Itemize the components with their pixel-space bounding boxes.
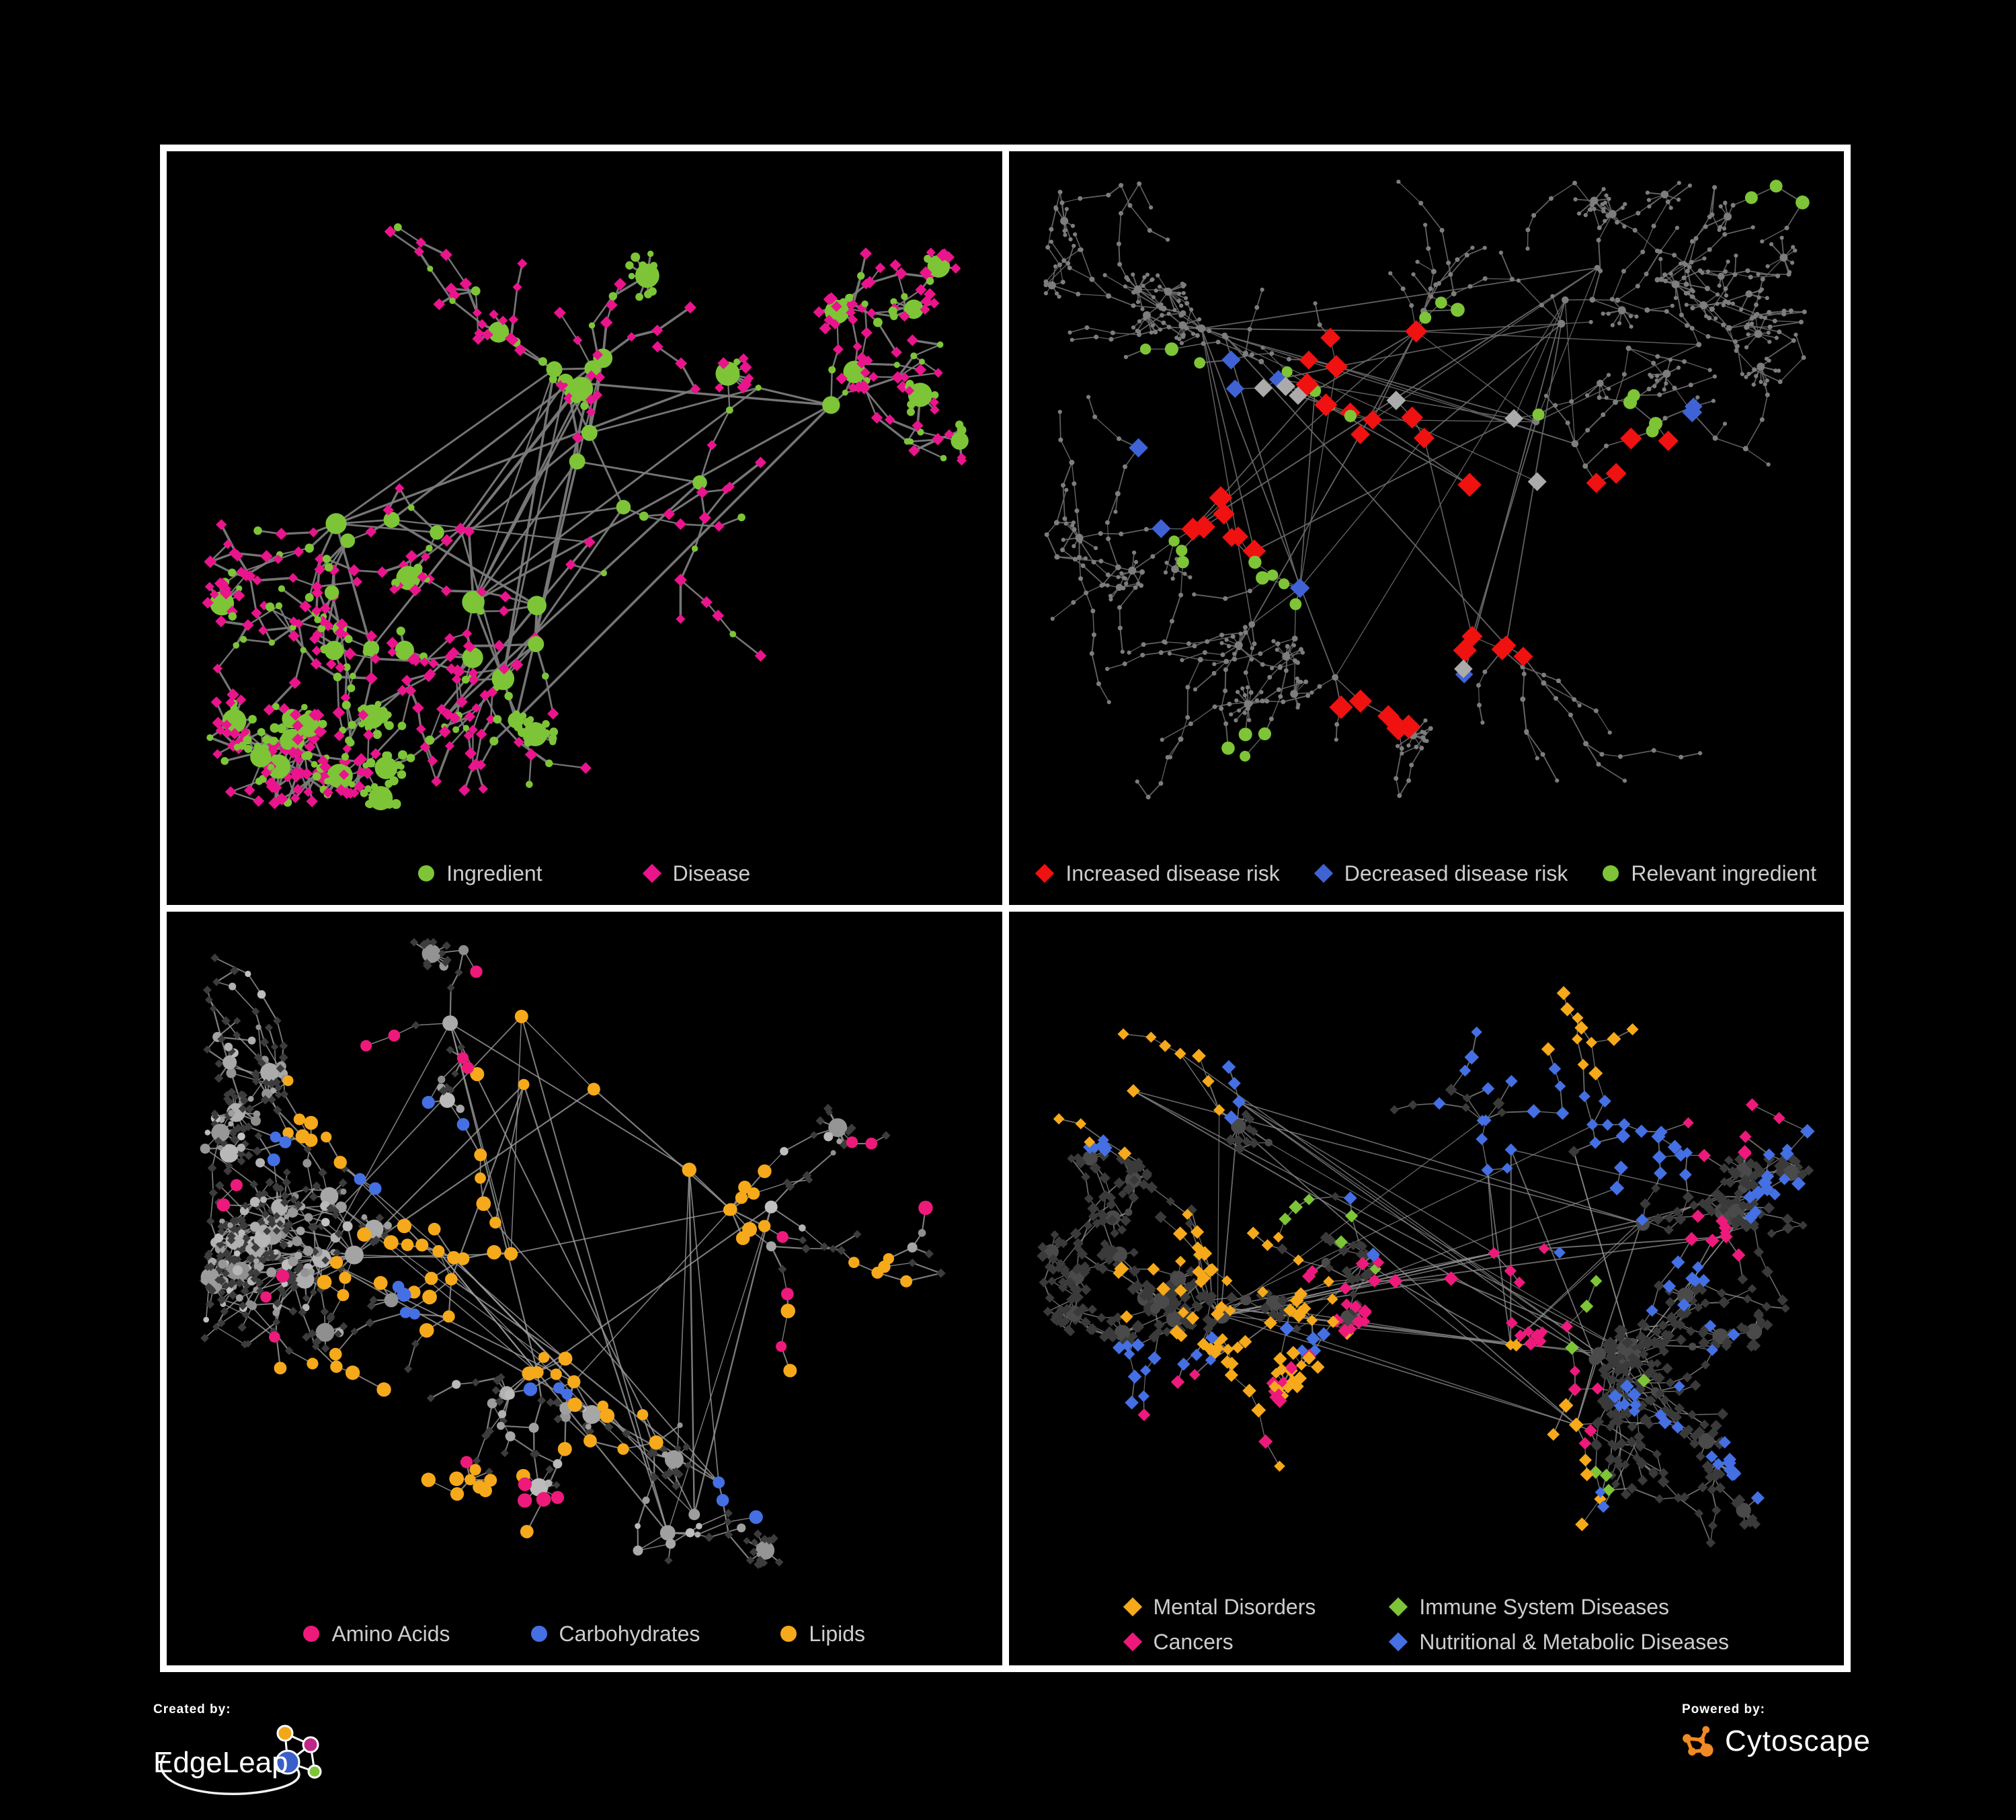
legend-item-mental-disorders: Mental Disorders	[1123, 1595, 1316, 1619]
diamond-marker	[1389, 1632, 1408, 1652]
legend-label: Carbohydrates	[559, 1622, 700, 1646]
legend-item-ingredient: Ingredient	[418, 862, 542, 885]
legend-label: Disease	[672, 861, 751, 885]
legend-item-decreased-disease-risk: Decreased disease risk	[1314, 861, 1568, 885]
diamond-marker	[1035, 863, 1055, 883]
circle-marker	[303, 1626, 320, 1642]
legend-label: Cancers	[1153, 1630, 1234, 1654]
legend-item-disease: Disease	[642, 861, 751, 885]
circle-marker	[418, 865, 435, 881]
circle-marker	[780, 1626, 797, 1642]
legend-item-lipids: Lipids	[780, 1622, 865, 1645]
circle-marker	[1603, 865, 1619, 881]
legend-label: Relevant ingredient	[1631, 861, 1817, 885]
cytoscape-logo-icon	[1683, 1726, 1713, 1757]
edgeleap-wordmark: EdgeLeap	[153, 1746, 288, 1779]
legend-item-cancers: Cancers	[1123, 1630, 1234, 1654]
legend-label: Amino Acids	[331, 1622, 450, 1646]
diamond-marker	[642, 863, 661, 883]
diamond-marker	[1389, 1597, 1408, 1617]
legend-label: Increased disease risk	[1065, 861, 1280, 885]
panel-disease-risk-network: Increased disease risk Decreased disease …	[1008, 151, 1845, 905]
edgeleap-credit-block: Created by: EdgeLeap	[153, 1702, 436, 1806]
legend-item-increased-disease-risk: Increased disease risk	[1035, 861, 1280, 885]
ingredient-disease-network-graph	[202, 223, 969, 811]
nutrient-class-network-graph	[199, 938, 946, 1569]
panel-ingredient-disease-network: Ingredient Disease	[167, 151, 1002, 905]
panel-grid-frame: Ingredient Disease Increased disease risk…	[160, 145, 1851, 1672]
edgeleap-logo: EdgeLeap	[153, 1725, 322, 1795]
panel-nutrient-class-network: Amino Acids Carbohydrates Lipids	[167, 912, 1002, 1665]
legend-item-relevant-ingredient: Relevant ingredient	[1603, 862, 1816, 885]
legend-label: Decreased disease risk	[1344, 861, 1568, 885]
diamond-marker	[1123, 1597, 1142, 1617]
legend-label: Lipids	[809, 1622, 866, 1646]
diamond-marker	[1123, 1632, 1142, 1652]
disease-class-network-graph	[1036, 986, 1815, 1548]
legend-nutrient-class: Amino Acids Carbohydrates Lipids	[167, 1622, 1002, 1645]
legend-disease-class: Mental Disorders Immune System Diseases Ca…	[1009, 1595, 1845, 1653]
cytoscape-wordmark: Cytoscape	[1725, 1725, 1871, 1757]
legend-item-immune-system-diseases: Immune System Diseases	[1389, 1595, 1669, 1618]
edgeleap-swoosh	[160, 1755, 300, 1795]
legend-ingredient-disease: Ingredient Disease	[167, 862, 1002, 885]
created-by-label: Created by:	[153, 1702, 231, 1716]
circle-marker	[530, 1626, 547, 1642]
legend-item-amino-acids: Amino Acids	[303, 1622, 450, 1645]
legend-item-nutritional-metabolic-diseases: Nutritional & Metabolic Diseases	[1389, 1630, 1729, 1653]
legend-item-carbohydrates: Carbohydrates	[530, 1622, 700, 1646]
diamond-marker	[1314, 863, 1333, 883]
cytoscape-credit-block: Powered by: Cytoscape	[1682, 1702, 1871, 1759]
legend-disease-risk: Increased disease risk Decreased disease …	[1009, 862, 1845, 885]
legend-label: Mental Disorders	[1153, 1595, 1316, 1619]
powered-by-label: Powered by:	[1682, 1702, 1765, 1716]
legend-label: Ingredient	[446, 861, 542, 885]
panel-disease-class-network: Mental Disorders Immune System Diseases Ca…	[1008, 912, 1845, 1665]
legend-label: Nutritional & Metabolic Diseases	[1419, 1630, 1729, 1654]
legend-label: Immune System Diseases	[1419, 1595, 1670, 1619]
edgeleap-mini-network	[275, 1725, 322, 1779]
disease-risk-network-graph	[1043, 180, 1810, 800]
